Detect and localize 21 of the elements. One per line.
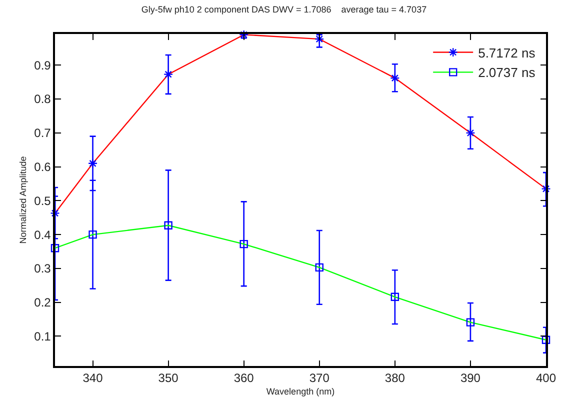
- y-tick-label: 0.5: [34, 194, 52, 208]
- legend-label: 2.0737 ns: [478, 65, 536, 80]
- x-tick-label: 400: [536, 371, 556, 386]
- y-tick-label: 0.6: [34, 160, 52, 174]
- y-tick-label: 0.8: [34, 92, 52, 106]
- y-tick-label: 0.2: [34, 296, 52, 310]
- y-tick-label: 0.7: [34, 126, 52, 140]
- x-tick-label: 340: [82, 371, 104, 386]
- y-tick-label: 0.1: [34, 329, 52, 344]
- y-axis-title: Normalized Amplitude: [18, 156, 28, 244]
- y-tick-label: 0.4: [34, 228, 52, 242]
- x-axis-title: Wavelength (nm): [266, 386, 335, 396]
- y-tick-label: 0.9: [34, 58, 52, 72]
- x-tick-label: 370: [309, 371, 330, 386]
- legend-label: 5.7172 ns: [478, 45, 536, 60]
- x-tick-label: 360: [234, 371, 254, 386]
- x-tick-label: 380: [384, 371, 406, 386]
- chart-title: Gly-5fw ph10 2 component DAS DWV = 1.7086 average tau = 4.7037: [141, 4, 427, 14]
- y-tick-label: 0.3: [34, 262, 52, 276]
- x-tick-label: 350: [158, 371, 179, 386]
- x-tick-label: 390: [460, 371, 481, 386]
